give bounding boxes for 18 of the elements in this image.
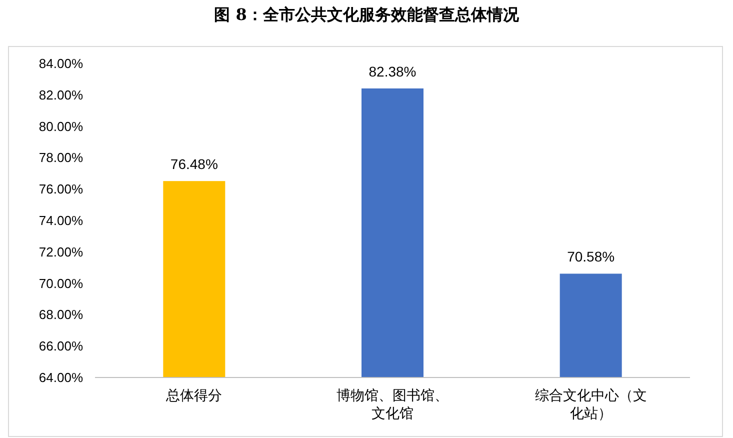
y-tick-label: 66.00% <box>38 338 84 354</box>
y-tick-label: 72.00% <box>38 244 84 260</box>
data-label: 76.48% <box>170 156 218 172</box>
y-tick-label: 82.00% <box>38 87 84 102</box>
y-tick-label: 74.00% <box>38 213 84 228</box>
y-tick-label: 80.00% <box>38 118 84 134</box>
data-label: 70.58% <box>567 248 615 265</box>
chart-title: 图 8：全市公共文化服务效能督查总体情况 <box>213 5 520 26</box>
x-tick-label: 总体得分 <box>165 386 224 404</box>
y-tick-label: 78.00% <box>38 150 84 166</box>
y-tick-label: 84.00% <box>38 56 84 71</box>
x-tick-label: 综合文化中心（文化站） <box>534 386 648 422</box>
y-tick-label: 70.00% <box>38 276 84 291</box>
y-tick-label: 76.00% <box>38 182 84 197</box>
x-tick-label: 博物馆、图书馆、文化馆 <box>336 386 450 422</box>
data-label: 82.38% <box>368 63 416 80</box>
y-tick-label: 68.00% <box>38 307 84 322</box>
y-tick-label: 64.00% <box>38 370 84 385</box>
